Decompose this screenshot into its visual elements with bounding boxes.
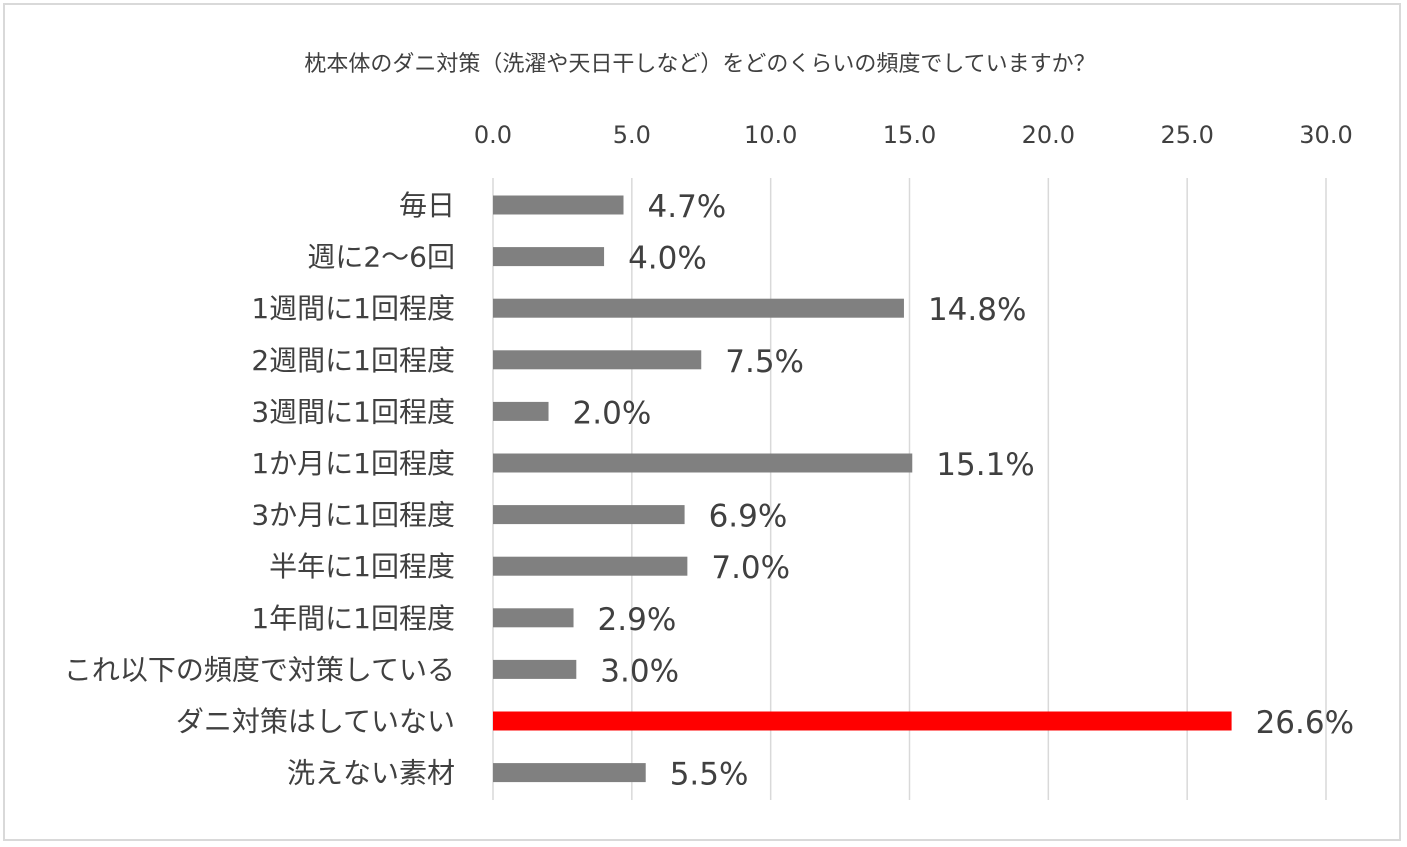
category-label: これ以下の頻度で対策している [64, 653, 455, 686]
data-label: 14.8% [928, 292, 1026, 328]
category-label: 1週間に1回程度 [251, 292, 455, 325]
bar [493, 763, 646, 783]
bar [493, 608, 574, 628]
data-label: 4.7% [648, 189, 727, 225]
data-label: 2.9% [598, 602, 677, 638]
category-label: ダニ対策はしていない [176, 705, 455, 738]
category-label: 半年に1回程度 [269, 550, 455, 583]
bar [493, 298, 904, 318]
bar [493, 711, 1232, 731]
x-tick-label: 15.0 [883, 121, 936, 149]
gridlines [492, 178, 1327, 800]
x-tick-label: 30.0 [1299, 121, 1352, 149]
data-label: 4.0% [628, 241, 707, 277]
bar [493, 659, 577, 679]
data-label: 3.0% [600, 653, 679, 689]
bar [493, 556, 688, 576]
x-tick-label: 20.0 [1022, 121, 1075, 149]
bar [493, 401, 549, 421]
category-label: 洗えない素材 [287, 757, 455, 790]
data-label: 7.5% [725, 344, 804, 380]
category-label: 3週間に1回程度 [251, 395, 455, 428]
x-tick-label: 5.0 [613, 121, 651, 149]
bar [493, 350, 702, 370]
data-label: 5.5% [670, 757, 749, 793]
bar [493, 247, 605, 267]
data-label: 2.0% [573, 395, 652, 431]
bar [493, 453, 913, 473]
bar [493, 505, 685, 525]
category-label: 2週間に1回程度 [251, 344, 455, 377]
x-tick-label: 0.0 [474, 121, 512, 149]
category-label: 3か月に1回程度 [251, 499, 455, 532]
x-tick-label: 10.0 [744, 121, 797, 149]
bars [493, 195, 1232, 783]
data-labels: 4.7% 4.0% 14.8% 7.5% 2.0% 15.1% 6.9% 7.0% 2.9% 3.… [573, 189, 1355, 793]
data-label: 26.6% [1256, 705, 1354, 741]
data-label: 15.1% [936, 447, 1034, 483]
chart-title: 枕本体のダニ対策（洗濯や天日干しなど）をどのくらいの頻度でしていますか？ [304, 52, 1095, 77]
chart-frame [3, 3, 1401, 841]
category-label: 1年間に1回程度 [251, 602, 455, 635]
x-axis-ticks: 0.0 5.0 10.0 15.0 20.0 25.0 30.0 [474, 121, 1353, 149]
bar [493, 195, 624, 215]
category-label: 週に2～6回 [307, 241, 455, 274]
x-tick-label: 25.0 [1160, 121, 1213, 149]
category-label: 1か月に1回程度 [251, 447, 455, 480]
data-label: 7.0% [711, 550, 790, 586]
category-label: 毎日 [399, 189, 455, 222]
data-label: 6.9% [709, 499, 788, 535]
